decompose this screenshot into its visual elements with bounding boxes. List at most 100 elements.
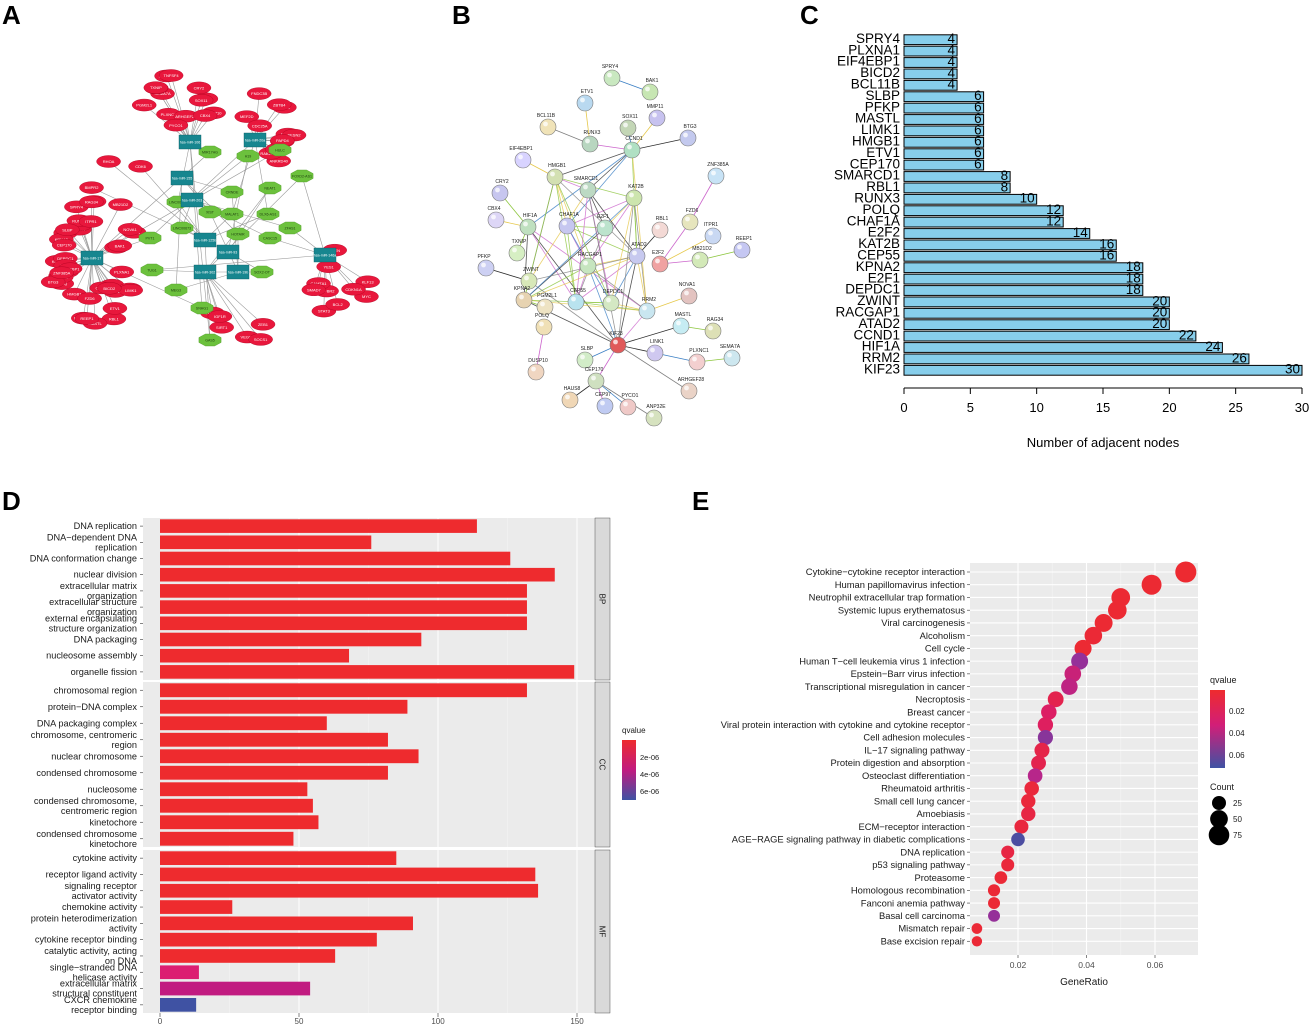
data-point	[1041, 704, 1057, 720]
gene-node-label: ZEB1	[258, 322, 269, 327]
bar	[903, 205, 1064, 217]
category-label: DNA packaging	[74, 635, 137, 645]
gene-node	[246, 87, 272, 100]
lncrna-node	[290, 169, 314, 183]
lncrna-node-label: MALAT1	[225, 213, 239, 217]
protein-node-label: RBL1	[656, 216, 669, 222]
bar	[160, 535, 372, 550]
gene-node-label: MASTL	[88, 321, 102, 326]
legend-label: 0.04	[1229, 729, 1245, 738]
value-label: 18	[1126, 271, 1141, 286]
protein-node	[648, 109, 666, 127]
value-label: 12	[1046, 214, 1061, 229]
protein-node	[646, 344, 664, 362]
interaction-edge	[554, 176, 577, 303]
gene-node-label: YES1	[324, 264, 335, 269]
value-label: 12	[1046, 202, 1061, 217]
bar	[160, 949, 336, 963]
protein-node-label: TXNIP	[512, 239, 527, 245]
lncrna-node	[268, 143, 292, 157]
bar	[903, 171, 1011, 182]
category-label: external encapsulating	[45, 613, 137, 623]
category-label: nuclear chromosome	[51, 751, 137, 761]
x-tick-label: 25	[1228, 400, 1242, 415]
gene-node-label: PYCO1	[169, 123, 183, 128]
category-label: Fanconi anemia pathway	[861, 897, 966, 908]
gene-node	[108, 198, 133, 211]
legend-label: 0.02	[1229, 707, 1245, 716]
protein-node-label: KIF23	[609, 331, 623, 337]
protein-node-label: PLXNC1	[689, 348, 709, 354]
category-label: nucleosome assembly	[46, 651, 137, 661]
category-label: AGE−RAGE signaling pathway in diabetic c…	[732, 834, 966, 845]
interaction-edge	[617, 255, 638, 346]
gene-node	[207, 310, 233, 323]
bar	[160, 916, 413, 931]
gene-node-label: MB21D2	[113, 202, 129, 207]
category-label: Neutrophil extracellular trap formation	[809, 592, 965, 603]
data-point	[1021, 794, 1036, 809]
lncrna-node-label: XIST	[206, 211, 215, 215]
protein-node-label: DUSP10	[528, 358, 548, 364]
data-point	[1175, 561, 1197, 583]
protein-node	[628, 247, 646, 265]
lncrna-node	[250, 265, 274, 279]
legend-label: 50	[1233, 815, 1242, 824]
category-label: Cell adhesion molecules	[863, 732, 965, 743]
value-label: 8	[1001, 168, 1009, 183]
gene-node-label: REEP1	[80, 316, 94, 321]
gene-node	[247, 119, 272, 132]
mirna-node	[226, 264, 250, 280]
interaction-edge	[566, 197, 635, 227]
protein-node-highlight	[583, 260, 588, 266]
category-label: Basal cell carcinoma	[879, 910, 966, 921]
gene-node	[250, 318, 276, 331]
gene-node-label: ZNF385A	[53, 270, 70, 275]
category-label: protein−DNA complex	[48, 702, 138, 712]
category-label: CXCR chemokine	[64, 995, 137, 1005]
data-point	[1071, 652, 1089, 670]
category-label: DEPDC1	[845, 282, 900, 297]
protein-node-label: PFKP	[477, 254, 491, 260]
category-label: DNA conformation change	[30, 554, 137, 564]
gene-node-label: SOCS1	[254, 337, 268, 342]
facet-strip	[594, 849, 611, 1014]
protein-node-highlight	[539, 321, 544, 327]
legend-label: 0.06	[1229, 751, 1245, 760]
bar	[160, 732, 388, 747]
gene-node-label: KLF13	[362, 279, 375, 284]
category-label: DNA packaging complex	[37, 718, 137, 728]
lncrna-node-label: NEAT1	[264, 187, 275, 191]
interaction-edge	[575, 189, 589, 303]
protein-node-label: FZD6	[686, 208, 699, 214]
protein-node-label: MMP11	[647, 104, 664, 110]
mirna-node	[80, 250, 104, 266]
category-label: PFKP	[865, 99, 900, 114]
lncrna-node	[220, 185, 244, 199]
gene-node-label: FZD6	[85, 296, 96, 301]
edge-line	[191, 155, 249, 201]
protein-node-highlight	[623, 401, 628, 407]
interaction-edge	[617, 344, 690, 392]
bar	[160, 699, 408, 714]
gene-node-label: BTG3	[48, 280, 59, 285]
category-label: DNA−dependent DNA	[47, 532, 138, 542]
lncrna-node	[198, 205, 222, 219]
gene-node-label: ANKRD40	[269, 159, 288, 164]
category-label: chemokine activity	[62, 902, 137, 912]
category-label: single−stranded DNA	[50, 962, 138, 972]
category-label: structure organization	[49, 623, 137, 633]
category-label: helicase activity	[73, 972, 138, 982]
mirna-node-label: hsa-miR-19b	[228, 271, 249, 275]
value-label: 18	[1126, 282, 1141, 297]
lncrna-node	[258, 181, 282, 195]
data-point	[1024, 781, 1039, 796]
bar	[903, 216, 1064, 228]
bar	[903, 342, 1223, 353]
data-point	[1031, 755, 1046, 771]
lncrna-node-label: LINC00152	[169, 201, 187, 205]
category-label: RRM2	[862, 350, 900, 365]
protein-node-highlight	[491, 214, 496, 220]
protein-node	[581, 135, 599, 153]
protein-node-label: EIF4EBP1	[509, 146, 533, 152]
